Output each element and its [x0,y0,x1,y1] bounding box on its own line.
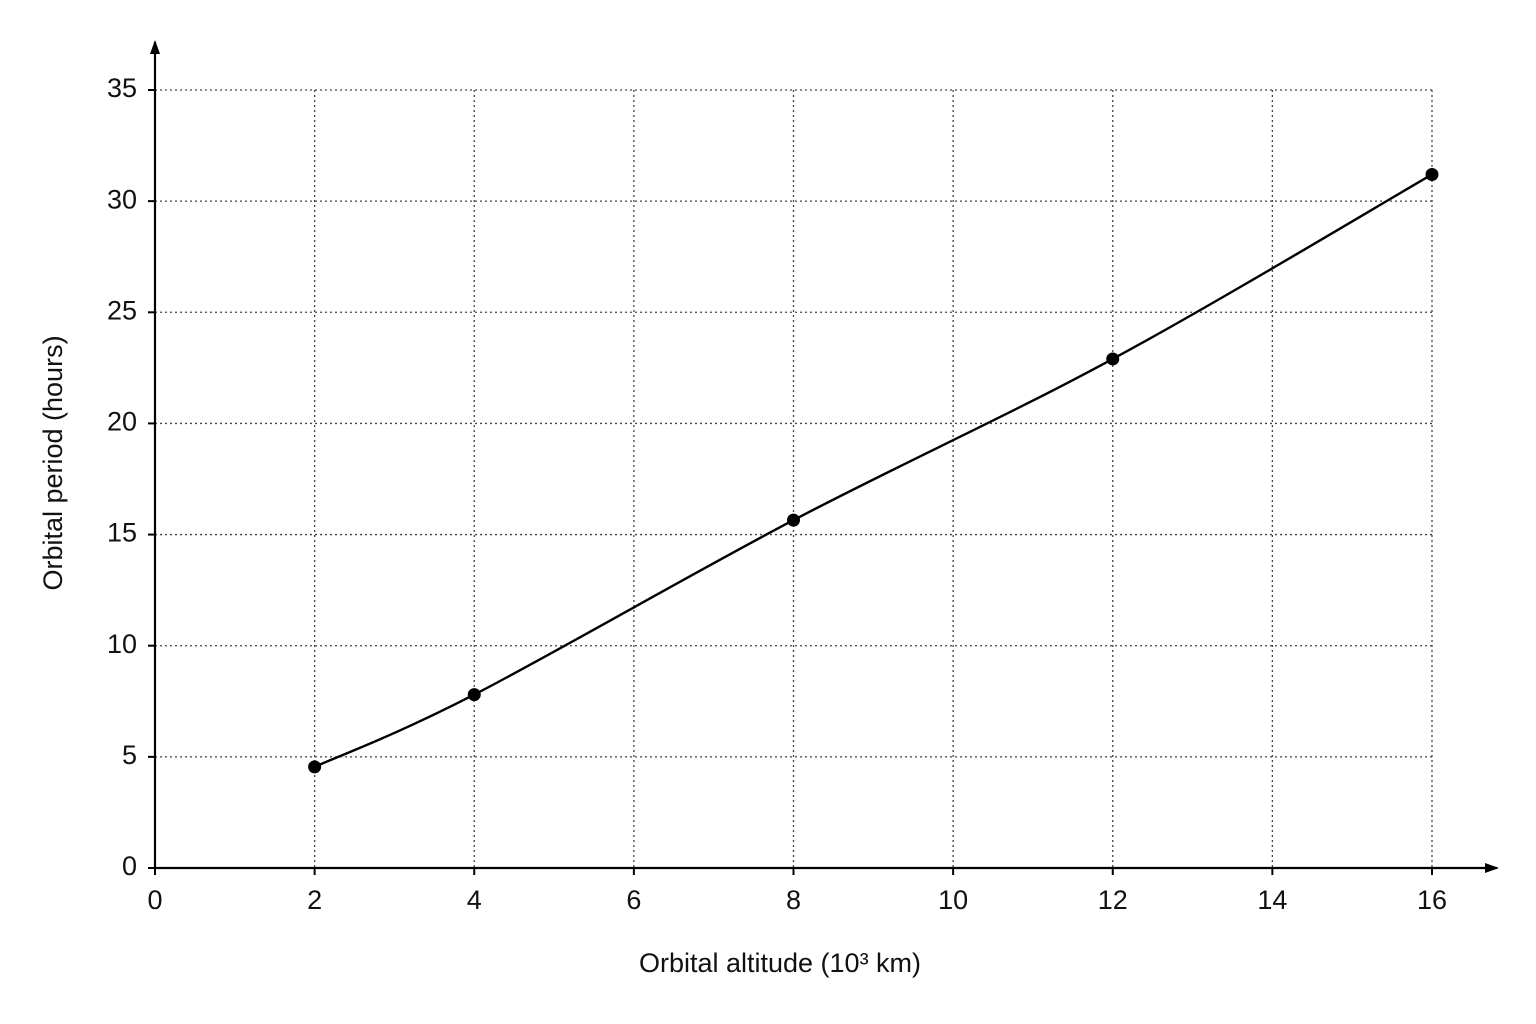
y-tick-label: 15 [107,518,137,548]
x-tick-label: 8 [786,885,801,915]
x-tick-label: 0 [147,885,162,915]
y-tick-label: 25 [107,295,137,325]
data-point [787,513,800,527]
y-tick-label: 35 [107,73,137,103]
data-point [1106,352,1120,366]
x-tick-label: 2 [307,885,322,915]
y-tick-label: 20 [107,407,137,437]
y-tick-label: 0 [122,851,137,881]
data-point [1425,167,1439,181]
x-tick-label: 4 [467,885,482,915]
data-point [308,760,322,774]
x-axis-title: Orbital altitude (10³ km) [639,948,921,978]
y-tick-label: 10 [107,629,137,659]
grid [155,89,1433,868]
x-tick-label: 14 [1257,885,1287,915]
y-axis-title: Orbital period (hours) [38,335,68,590]
y-tick-label: 30 [107,184,137,214]
x-tick-label: 12 [1098,885,1128,915]
y-tick-label: 5 [122,740,137,770]
x-tick-label: 10 [938,885,968,915]
x-tick-label: 6 [626,885,641,915]
data-point [467,688,481,702]
data-line [314,173,1433,768]
x-tick-label: 16 [1417,885,1447,915]
